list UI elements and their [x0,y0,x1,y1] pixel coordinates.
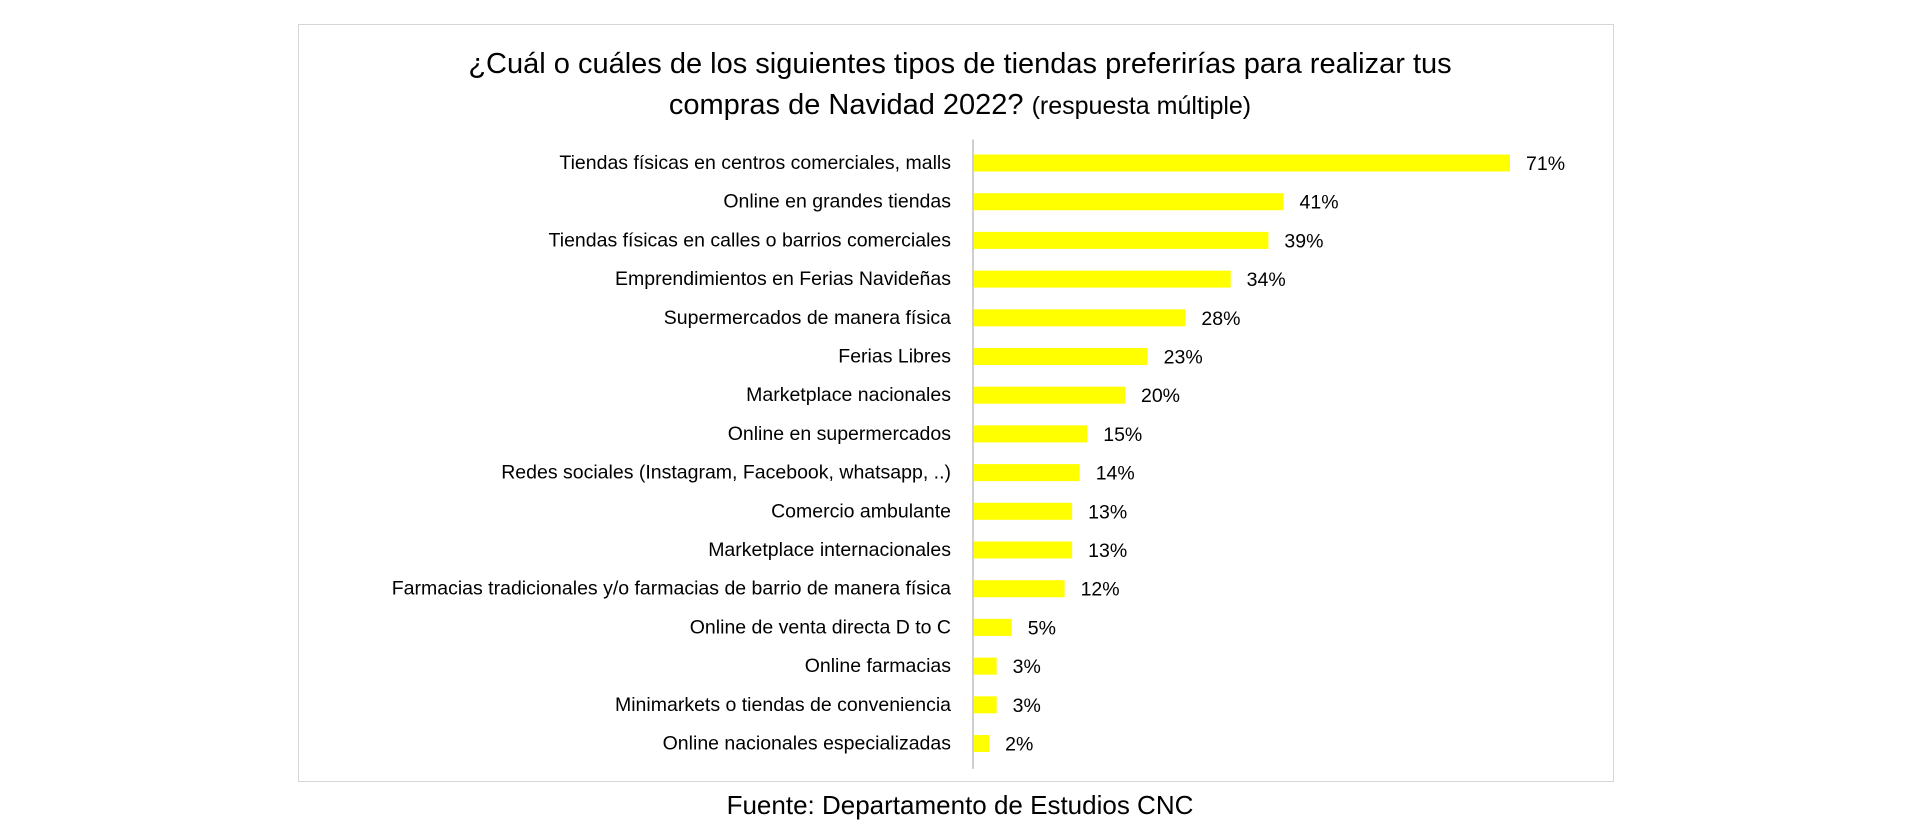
bar [974,270,1231,288]
bar [974,502,1073,520]
chart-subtitle: (respuesta múltiple) [1031,92,1252,120]
data-label: 20% [1141,385,1180,407]
data-label: 28% [1201,308,1240,330]
data-label: 5% [1028,617,1056,639]
category-label: Online nacionales especializadas [663,733,952,755]
category-label: Farmacias tradicionales y/o farmacias de… [392,578,951,600]
data-label: 39% [1284,230,1323,252]
data-label: 71% [1526,153,1565,175]
bar [974,154,1510,172]
bar [974,425,1088,443]
chart-frame [298,24,1614,782]
bar [974,231,1269,249]
data-label: 13% [1088,501,1127,523]
bar [974,193,1284,211]
bar [974,696,997,714]
category-label: Emprendimientos en Ferias Navideñas [615,268,951,290]
bar [974,309,1186,327]
bar [974,580,1065,598]
data-label: 3% [1013,656,1041,678]
data-label: 13% [1088,540,1127,562]
data-label: 41% [1300,192,1339,214]
category-label: Minimarkets o tiendas de conveniencia [615,694,951,716]
source-note: Fuente: Departamento de Estudios CNC [726,790,1194,820]
category-label: Online en supermercados [728,423,952,445]
data-label: 34% [1247,269,1286,291]
category-label: Tiendas físicas en centros comerciales, … [559,152,951,174]
chart-title: ¿Cuál o cuáles de los siguientes tipos d… [0,44,1920,127]
data-label: 15% [1103,424,1142,446]
category-label: Marketplace nacionales [746,384,951,406]
data-label: 23% [1164,347,1203,369]
data-label: 14% [1096,463,1135,485]
bar [974,735,990,752]
data-label: 2% [1005,734,1033,756]
category-label: Marketplace internacionales [708,539,951,561]
category-label: Ferias Libres [838,346,951,368]
bar [974,618,1012,636]
category-label: Online de venta directa D to C [690,616,951,638]
chart-title-line-2: compras de Navidad 2022? (respuesta múlt… [0,85,1920,127]
bar [974,541,1073,559]
bar [974,464,1080,482]
data-label: 3% [1013,695,1041,717]
category-label: Redes sociales (Instagram, Facebook, wha… [501,462,951,484]
bar [974,386,1125,404]
category-label: Comercio ambulante [771,500,951,522]
data-label: 12% [1081,579,1120,601]
category-label: Online en grandes tiendas [723,191,951,213]
category-label: Supermercados de manera física [664,307,951,329]
category-label: Online farmacias [805,655,952,677]
bar [974,657,997,675]
chart-title-line-2-text: compras de Navidad 2022? [668,89,1024,121]
category-label: Tiendas físicas en calles o barrios come… [549,229,952,251]
chart-title-line-1: ¿Cuál o cuáles de los siguientes tipos d… [468,48,1452,80]
bar [974,348,1148,365]
